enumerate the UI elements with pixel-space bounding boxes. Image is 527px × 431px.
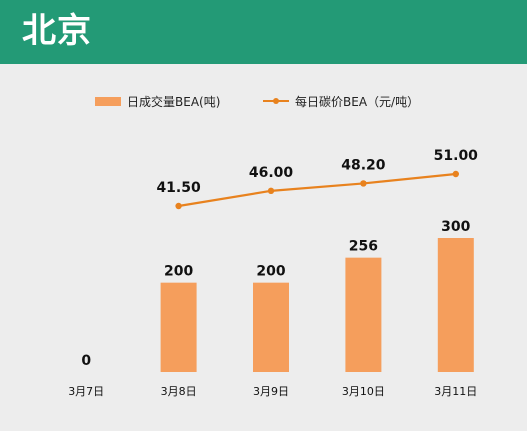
- x-tick-label-1: 3月8日: [161, 385, 197, 398]
- price-value-label-1: 41.50: [156, 180, 201, 196]
- bar-value-label-1: 200: [164, 264, 193, 280]
- x-tick-label-0: 3月7日: [68, 385, 104, 398]
- bar-value-label-2: 200: [256, 264, 285, 280]
- legend-swatch-line: [263, 98, 289, 104]
- price-point-4: [452, 170, 459, 178]
- legend-swatch-bar: [95, 96, 121, 106]
- price-value-label-2: 46.00: [249, 165, 294, 181]
- bar-3: [345, 257, 382, 372]
- price-value-label-4: 51.00: [434, 148, 479, 164]
- x-tick-label-2: 3月9日: [253, 385, 289, 398]
- chart-header: 北京: [0, 0, 527, 64]
- legend-item-volume: 日成交量BEA(吨): [95, 91, 220, 111]
- chart-legend: 日成交量BEA(吨) 每日碳价BEA（元/吨）: [0, 91, 527, 111]
- chart-title: 北京: [22, 11, 92, 51]
- legend-item-price: 每日碳价BEA（元/吨）: [263, 91, 419, 111]
- legend-label-volume: 日成交量BEA(吨): [127, 94, 221, 109]
- price-line: [178, 172, 456, 208]
- legend-label-price: 每日碳价BEA（元/吨）: [295, 94, 420, 109]
- price-point-3: [360, 180, 367, 187]
- bar-value-label-3: 256: [349, 239, 378, 255]
- bar-4: [437, 238, 474, 372]
- bar-2: [253, 282, 289, 372]
- x-tick-label-3: 3月10日: [342, 385, 385, 398]
- x-tick-label-4: 3月11日: [434, 385, 477, 398]
- bar-value-label-0: 0: [81, 353, 91, 369]
- price-point-2: [267, 187, 275, 195]
- bar-1: [160, 282, 197, 372]
- price-value-label-3: 48.20: [341, 157, 386, 173]
- price-point-1: [175, 202, 182, 210]
- bar-value-label-4: 300: [441, 219, 470, 235]
